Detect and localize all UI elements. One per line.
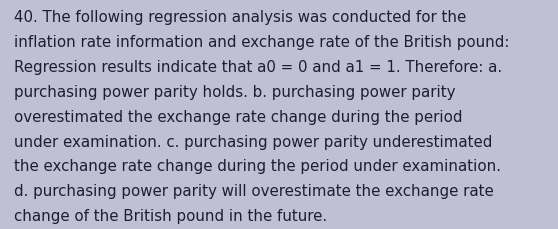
Text: purchasing power parity holds. b. purchasing power parity: purchasing power parity holds. b. purcha… bbox=[14, 85, 455, 99]
Text: under examination. c. purchasing power parity underestimated: under examination. c. purchasing power p… bbox=[14, 134, 492, 149]
Text: d. purchasing power parity will overestimate the exchange rate: d. purchasing power parity will overesti… bbox=[14, 183, 494, 198]
Text: inflation rate information and exchange rate of the British pound:: inflation rate information and exchange … bbox=[14, 35, 509, 50]
Text: 40. The following regression analysis was conducted for the: 40. The following regression analysis wa… bbox=[14, 10, 466, 25]
Text: the exchange rate change during the period under examination.: the exchange rate change during the peri… bbox=[14, 159, 501, 174]
Text: Regression results indicate that a0 = 0 and a1 = 1. Therefore: a.: Regression results indicate that a0 = 0 … bbox=[14, 60, 502, 75]
Text: change of the British pound in the future.: change of the British pound in the futur… bbox=[14, 208, 327, 223]
Text: overestimated the exchange rate change during the period: overestimated the exchange rate change d… bbox=[14, 109, 463, 124]
